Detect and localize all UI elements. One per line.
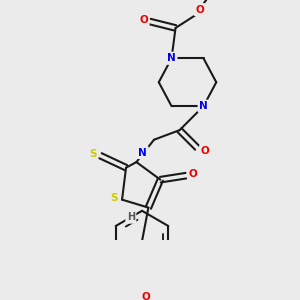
Text: N: N xyxy=(199,101,208,111)
Text: H: H xyxy=(127,212,135,222)
Text: O: O xyxy=(139,15,148,25)
Text: N: N xyxy=(167,53,176,63)
Text: O: O xyxy=(189,169,197,179)
Text: O: O xyxy=(195,4,204,15)
Text: S: S xyxy=(110,193,118,203)
Text: S: S xyxy=(89,149,96,159)
Text: N: N xyxy=(138,148,147,158)
Text: O: O xyxy=(142,292,150,300)
Text: O: O xyxy=(201,146,209,156)
